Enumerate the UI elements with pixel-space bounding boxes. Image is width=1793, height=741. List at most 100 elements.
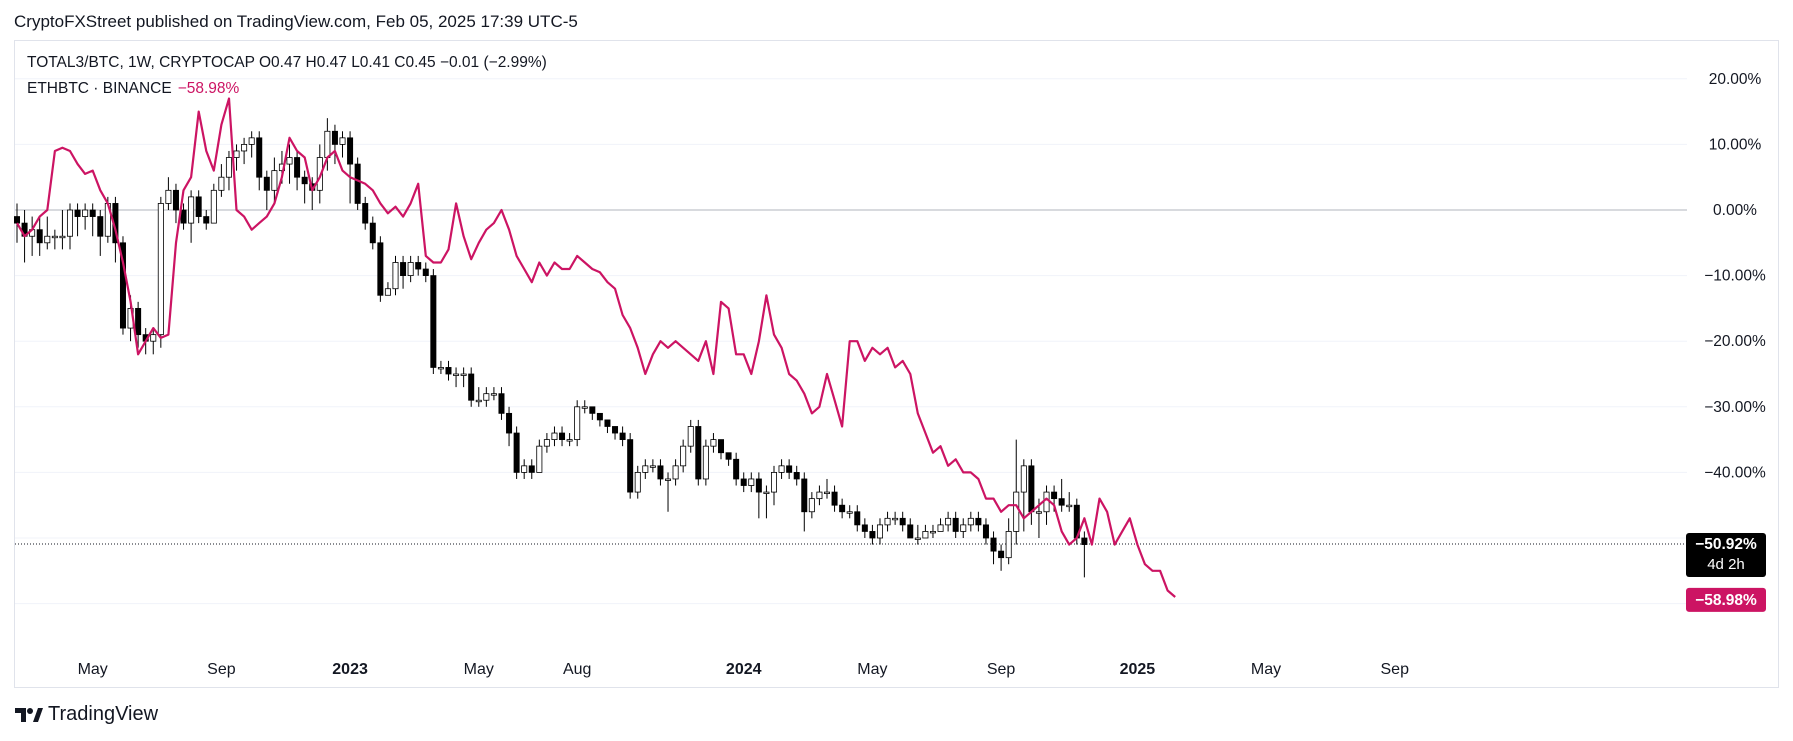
y-tick-label: 20.00% <box>1709 71 1762 88</box>
price-labels: −50.92% 4d 2h −58.98% <box>1686 533 1766 612</box>
x-tick-label: Sep <box>1381 661 1410 678</box>
candle <box>1081 531 1088 578</box>
candle-body-up <box>339 137 346 145</box>
candle <box>854 505 861 532</box>
y-tick-label: −20.00% <box>1704 333 1766 350</box>
candle-body-down <box>301 176 308 185</box>
candle-body-down <box>13 216 20 224</box>
tradingview-logo[interactable]: TradingView <box>14 703 158 726</box>
candle <box>801 472 808 532</box>
candle-body-down <box>468 373 475 401</box>
candle <box>82 203 89 230</box>
x-tick-label: Aug <box>563 661 591 678</box>
candle <box>188 190 195 243</box>
candle <box>702 439 709 486</box>
candle-body-down <box>695 426 702 480</box>
price-label-countdown: 4d 2h <box>1707 556 1745 573</box>
candle <box>619 426 626 447</box>
candle-body-down <box>506 412 513 434</box>
candle <box>1028 459 1035 525</box>
candle-body-down <box>415 262 422 270</box>
ethbtc-line <box>16 97 1176 598</box>
candle <box>66 203 73 250</box>
legend-ethbtc[interactable]: ETHBTC · BINANCE −58.98% <box>27 80 239 98</box>
candle-body-down <box>263 176 270 191</box>
candle <box>823 478 830 499</box>
candle <box>718 439 725 460</box>
candle-body-down <box>203 216 210 224</box>
candle <box>967 511 974 532</box>
y-tick-label: 10.00% <box>1709 136 1762 153</box>
candle <box>876 518 883 545</box>
candle <box>180 203 187 230</box>
candle-body-up <box>82 209 89 217</box>
candle-body-down <box>1058 498 1065 506</box>
candle <box>339 131 346 158</box>
candle <box>771 465 778 506</box>
candle <box>528 459 535 479</box>
candle-body-down <box>513 432 520 473</box>
candle <box>869 524 876 545</box>
candle-body-up <box>884 517 891 526</box>
candle <box>839 498 846 519</box>
candle-body-down <box>97 216 104 237</box>
candle <box>929 524 936 538</box>
candle <box>248 131 255 158</box>
x-tick-label: 2024 <box>726 661 762 678</box>
candle <box>627 433 634 499</box>
candle <box>755 472 762 519</box>
candle <box>884 511 891 532</box>
candle <box>596 412 603 427</box>
chart-frame <box>14 40 1779 688</box>
candle-body-up <box>407 262 414 277</box>
candle-body-up <box>536 445 543 473</box>
candle <box>1013 439 1020 545</box>
legend-total3-btc[interactable]: TOTAL3/BTC, 1W, CRYPTOCAP O0.47 H0.47 L0… <box>27 54 547 71</box>
candle-body-down <box>899 517 906 526</box>
candle-body-up <box>846 511 853 514</box>
candle-body-up <box>66 209 73 237</box>
candle <box>97 210 104 256</box>
candle <box>831 485 838 512</box>
candle <box>157 196 164 348</box>
candle <box>559 426 566 447</box>
candle-body-down <box>854 511 861 526</box>
candle <box>566 433 573 447</box>
candle-body-up <box>384 288 391 296</box>
publisher-header: CryptoFXStreet published on TradingView.… <box>14 12 578 31</box>
candle-body-up <box>188 196 195 224</box>
candle <box>225 150 232 191</box>
candle <box>354 157 361 210</box>
candle-body-up <box>51 235 58 239</box>
candle <box>581 400 588 414</box>
candle-body-down <box>354 163 361 204</box>
candle-body-up <box>233 150 240 158</box>
candle <box>294 150 301 191</box>
candle <box>982 518 989 545</box>
tradingview-wordmark: TradingView <box>48 703 159 725</box>
candle <box>483 387 490 407</box>
x-tick-label: May <box>464 661 494 678</box>
candle <box>634 465 641 499</box>
candle-body-up <box>1020 465 1027 493</box>
candle <box>203 210 210 230</box>
y-tick-label: −10.00% <box>1704 268 1766 285</box>
candle-body-down <box>755 478 762 493</box>
candle-body-down <box>498 393 505 414</box>
candle-body-down <box>982 524 989 539</box>
candle-body-up <box>225 157 232 178</box>
candle <box>589 406 596 420</box>
candle <box>210 183 217 224</box>
candle-body-down <box>422 268 429 277</box>
candle <box>407 255 414 283</box>
candle-body-down <box>952 517 959 532</box>
candle-body-down <box>36 229 43 244</box>
candle <box>316 144 323 204</box>
candle-body-up <box>823 491 830 494</box>
candle-body-up <box>551 432 558 441</box>
candle-body-up <box>665 478 672 481</box>
candle-body-down <box>331 130 338 145</box>
candle-body-down <box>998 550 1005 559</box>
candle-body-up <box>892 517 899 521</box>
